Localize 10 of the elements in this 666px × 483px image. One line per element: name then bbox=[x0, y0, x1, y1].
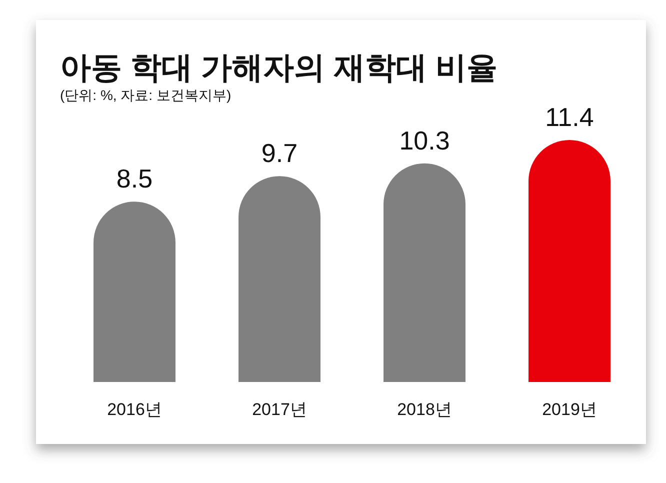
x-tick-label: 2016년 bbox=[107, 400, 162, 419]
x-tick-label: 2019년 bbox=[542, 400, 597, 419]
chart-subtitle: (단위: %, 자료: 보건복지부) bbox=[60, 87, 232, 103]
data-label: 8.5 bbox=[116, 164, 153, 194]
x-tick-label: 2017년 bbox=[252, 400, 307, 419]
x-tick-label: 2018년 bbox=[397, 400, 452, 419]
data-label: 9.7 bbox=[261, 138, 298, 168]
data-label: 10.3 bbox=[399, 125, 450, 156]
chart-title: 아동 학대 가해자의 재학대 비율 bbox=[60, 50, 498, 85]
data-label: 11.4 bbox=[545, 102, 594, 132]
